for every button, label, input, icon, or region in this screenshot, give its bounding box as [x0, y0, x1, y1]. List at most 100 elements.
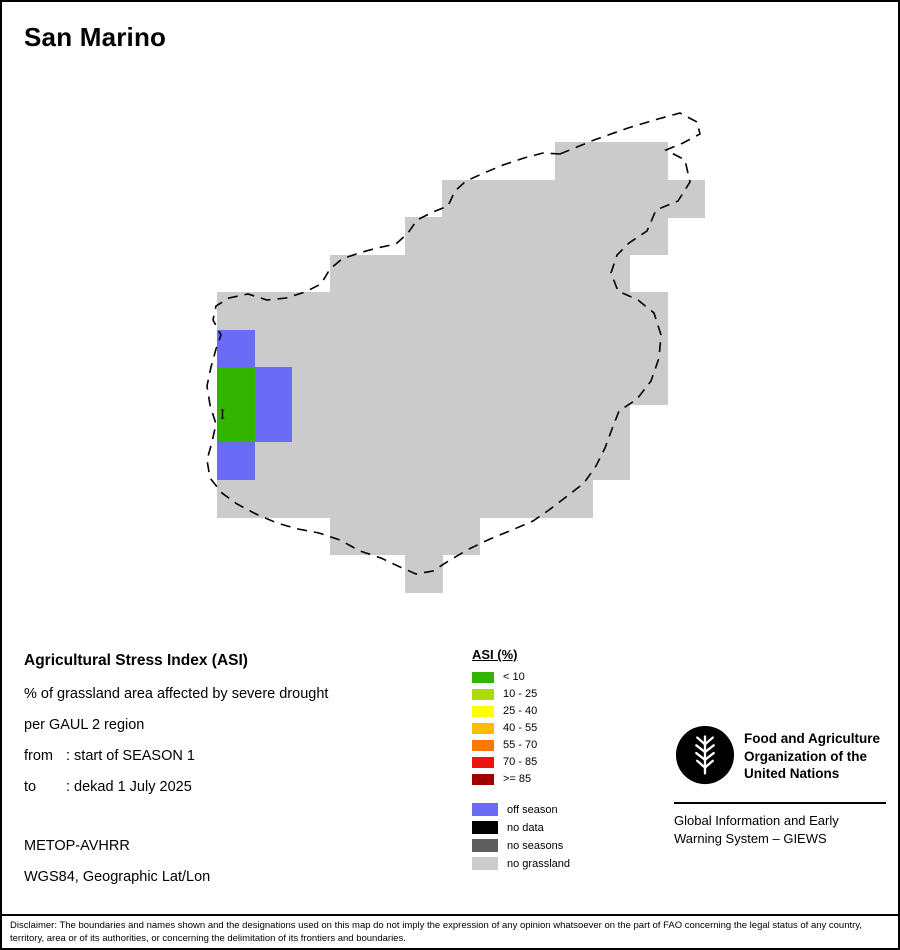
giews-line: Global Information and Early: [674, 813, 839, 828]
disclaimer: Disclaimer: The boundaries and names sho…: [2, 914, 898, 948]
map-cell: [254, 442, 293, 481]
map-cell: [367, 404, 406, 443]
map-cell: [292, 292, 331, 331]
map-cell: [329, 254, 368, 293]
map-cell: [517, 479, 556, 518]
legend-swatch: [472, 857, 498, 870]
legend-classes: < 10 10 - 25 25 - 40 40 - 55 55 - 70 70 - 85 >…: [472, 671, 570, 785]
legend-swatch: [472, 688, 494, 700]
legend-label: off season: [507, 803, 558, 816]
map-cell: [517, 404, 556, 443]
legend-swatch: [472, 705, 494, 717]
fao-logo-icon: [675, 725, 735, 785]
map-cell: [592, 142, 631, 181]
to-label: to: [24, 779, 37, 795]
fao-name-line: Food and Agriculture: [744, 731, 880, 746]
map-cell: [479, 442, 518, 481]
map-cell: [442, 367, 481, 406]
legend-label: 70 - 85: [503, 756, 538, 768]
page-title: San Marino: [24, 22, 167, 52]
legend-label: no data: [507, 821, 544, 834]
map-cell: [254, 367, 293, 406]
map-cell: [554, 179, 593, 218]
map-cell: [629, 367, 668, 406]
legend-swatch: [472, 739, 494, 751]
map-cell: [367, 254, 406, 293]
legend-swatch: [472, 671, 494, 683]
legend-row: >= 85: [472, 773, 570, 785]
legend-swatch: [472, 722, 494, 734]
map-cell: [479, 329, 518, 368]
map-cell: [592, 254, 631, 293]
map-cell: [292, 479, 331, 518]
map-cell: [329, 442, 368, 481]
map-cell: [442, 517, 481, 556]
legend-row: < 10: [472, 671, 570, 683]
map-cell: [404, 292, 443, 331]
map-cell: [592, 442, 631, 481]
map-cell: [442, 479, 481, 518]
fao-name-line: United Nations: [744, 766, 840, 782]
map-cell: [479, 254, 518, 293]
map-cell: [367, 442, 406, 481]
legend-label: >= 85: [503, 773, 532, 785]
map-cell: [629, 329, 668, 368]
legend-row: no seasons: [472, 839, 570, 852]
map-cell: [554, 329, 593, 368]
gaul-region-line: per GAUL 2 region: [24, 717, 145, 733]
map-cell: [254, 479, 293, 518]
map-cell: [292, 404, 331, 443]
legend-row: no data: [472, 821, 570, 834]
map-cell: [554, 479, 593, 518]
map-cell: [329, 329, 368, 368]
map-cell: [404, 442, 443, 481]
map-cell: [479, 479, 518, 518]
map-cell: [479, 179, 518, 218]
info-block: Agricultural Stress Index (ASI) % of gra…: [24, 652, 328, 900]
legend-row: 10 - 25: [472, 688, 570, 700]
to-value: : dekad 1 July 2025: [66, 779, 192, 795]
map-cell: [442, 179, 481, 218]
map-cell: [629, 179, 668, 218]
map-cell: [517, 292, 556, 331]
map-cell: [592, 329, 631, 368]
map-cell: [592, 179, 631, 218]
fao-divider: [674, 802, 886, 804]
giews-text: Global Information and Early Warning Sys…: [674, 812, 839, 847]
legend-label: no grassland: [507, 857, 570, 870]
from-value: : start of SEASON 1: [66, 748, 195, 764]
map-cell: [479, 292, 518, 331]
map-cell: [554, 404, 593, 443]
map-cell: [329, 404, 368, 443]
to-row: to : dekad 1 July 2025: [24, 779, 328, 795]
map-cell: [517, 442, 556, 481]
map-cell: [667, 179, 706, 218]
legend-swatch: [472, 839, 498, 852]
map-cell: [404, 517, 443, 556]
asi-description: % of grassland area affected by severe d…: [24, 686, 329, 702]
map-cell: [404, 367, 443, 406]
fao-name: Food and Agriculture Organization of the…: [744, 730, 880, 783]
map-cell: [217, 367, 256, 406]
map-cell: [217, 479, 256, 518]
giews-line: Warning System – GIEWS: [674, 830, 827, 846]
map-cell: [254, 292, 293, 331]
map-cell: [554, 292, 593, 331]
map-cell: [554, 367, 593, 406]
legend-extra: off season no data no seasons no grassland: [472, 803, 570, 870]
map-cell: [367, 479, 406, 518]
legend-label: < 10: [503, 671, 525, 683]
map-cell: [367, 517, 406, 556]
map-cell: [479, 217, 518, 256]
map-cell: [592, 404, 631, 443]
map-cell: [254, 329, 293, 368]
map-cell: [404, 404, 443, 443]
map-cell: [479, 404, 518, 443]
map-cell: [554, 217, 593, 256]
map-cell: [517, 254, 556, 293]
legend-label: 10 - 25: [503, 688, 538, 700]
legend-label: 40 - 55: [503, 722, 538, 734]
legend-label: 55 - 70: [503, 739, 538, 751]
map-cell: [367, 367, 406, 406]
